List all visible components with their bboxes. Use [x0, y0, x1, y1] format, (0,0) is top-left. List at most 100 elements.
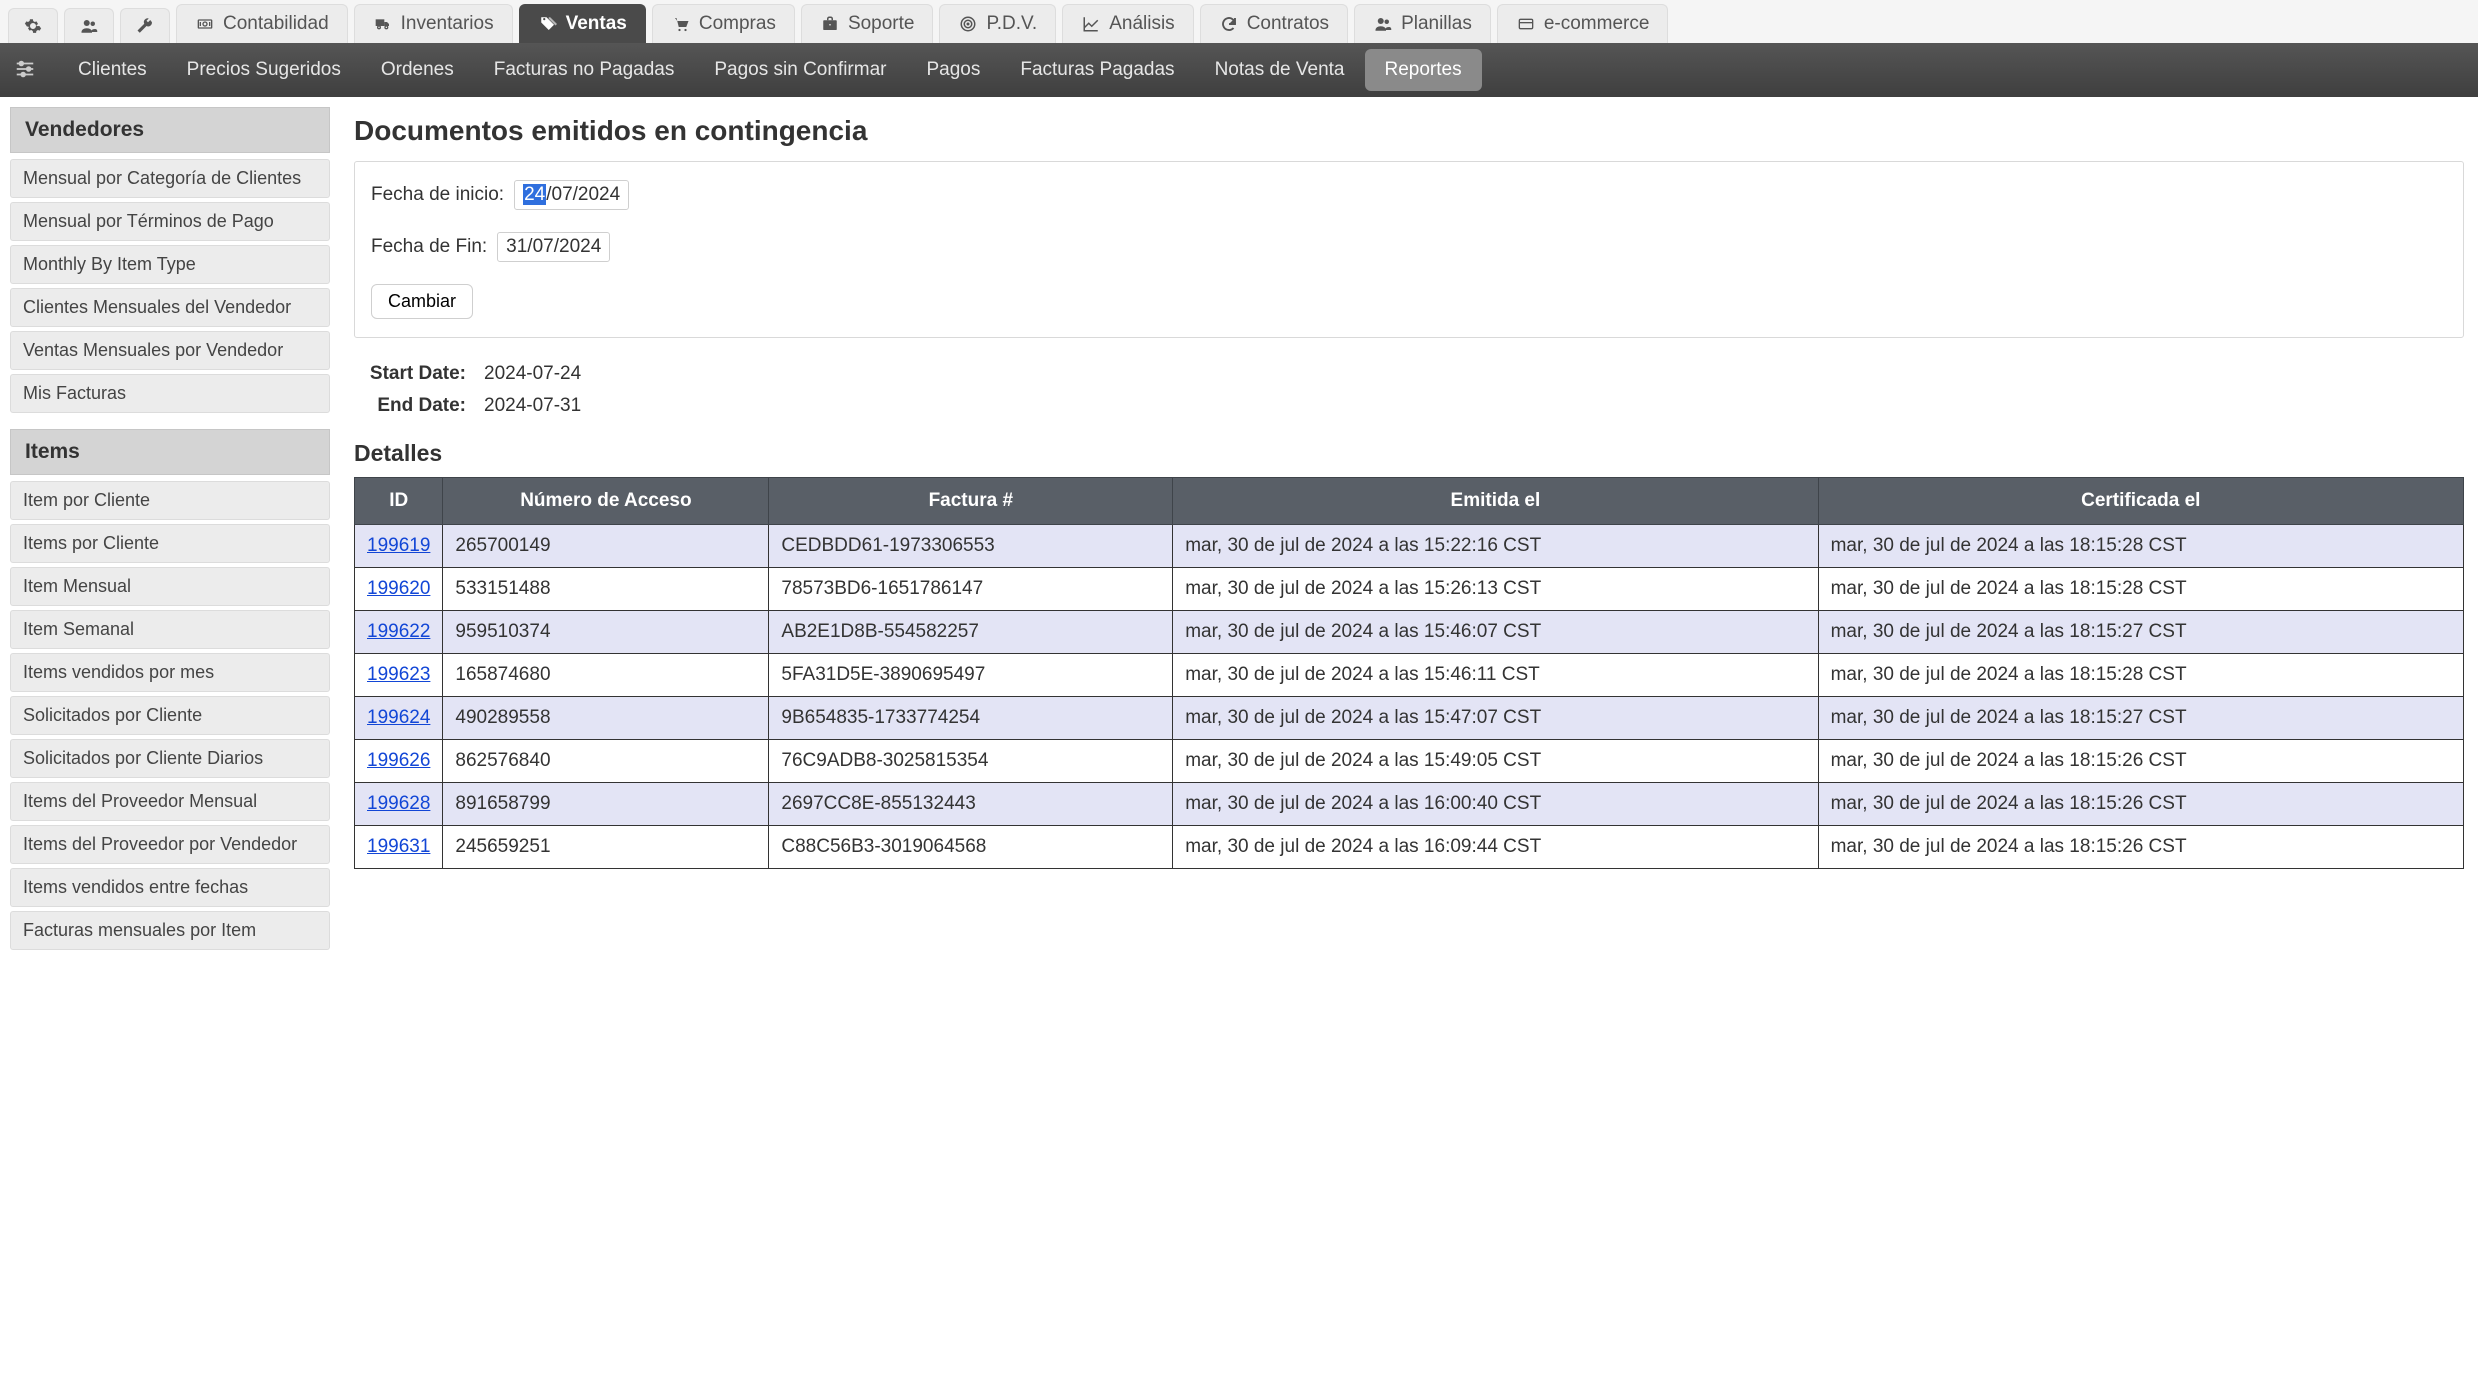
- row-id-link[interactable]: 199628: [367, 793, 430, 814]
- cell-emitida: mar, 30 de jul de 2024 a las 15:26:13 CS…: [1173, 568, 1818, 611]
- column-header: Factura #: [769, 478, 1173, 525]
- sidebar-item[interactable]: Items del Proveedor por Vendedor: [10, 825, 330, 864]
- table-row: 1996288916587992697CC8E-855132443mar, 30…: [355, 783, 2464, 826]
- subnav-notas-de-venta[interactable]: Notas de Venta: [1195, 43, 1365, 97]
- cell-certificada: mar, 30 de jul de 2024 a las 18:15:26 CS…: [1818, 826, 2463, 869]
- row-id-link[interactable]: 199624: [367, 707, 430, 728]
- cell-factura: 76C9ADB8-3025815354: [769, 740, 1173, 783]
- tab-gear[interactable]: [8, 8, 58, 43]
- tab-label: Contabilidad: [223, 13, 329, 35]
- subnav-clientes[interactable]: Clientes: [58, 43, 167, 97]
- subnav-precios-sugeridos[interactable]: Precios Sugeridos: [167, 43, 361, 97]
- tab-soporte[interactable]: Soporte: [801, 4, 934, 43]
- table-row: 1996231658746805FA31D5E-3890695497mar, 3…: [355, 654, 2464, 697]
- column-header: Certificada el: [1818, 478, 2463, 525]
- tab-label: Contratos: [1247, 13, 1329, 35]
- sidebar-item[interactable]: Items vendidos entre fechas: [10, 868, 330, 907]
- tab-contratos[interactable]: Contratos: [1200, 4, 1348, 43]
- sidebar-item[interactable]: Item por Cliente: [10, 481, 330, 520]
- row-id-link[interactable]: 199622: [367, 621, 430, 642]
- sidebar-item[interactable]: Facturas mensuales por Item: [10, 911, 330, 950]
- tags-icon: [538, 15, 558, 33]
- subnav-facturas-pagadas[interactable]: Facturas Pagadas: [1000, 43, 1194, 97]
- tab-wrench[interactable]: [120, 8, 170, 43]
- cell-acceso: 959510374: [443, 611, 769, 654]
- sidebar-item[interactable]: Item Semanal: [10, 610, 330, 649]
- sidebar-item[interactable]: Mensual por Términos de Pago: [10, 202, 330, 241]
- sidebar-item[interactable]: Items del Proveedor Mensual: [10, 782, 330, 821]
- sub-nav: ClientesPrecios SugeridosOrdenesFacturas…: [0, 43, 2478, 97]
- cell-acceso: 891658799: [443, 783, 769, 826]
- tab-pdv[interactable]: P.D.V.: [939, 4, 1056, 43]
- users-icon: [79, 17, 99, 35]
- end-date-input[interactable]: 31/07/2024: [497, 232, 610, 262]
- table-row: 19962053315148878573BD6-1651786147mar, 3…: [355, 568, 2464, 611]
- sidebar-item[interactable]: Solicitados por Cliente Diarios: [10, 739, 330, 778]
- chart-icon: [1081, 15, 1101, 33]
- row-id-link[interactable]: 199619: [367, 535, 430, 556]
- change-button[interactable]: Cambiar: [371, 284, 473, 319]
- details-title: Detalles: [354, 440, 2464, 467]
- table-row: 19962686257684076C9ADB8-3025815354mar, 3…: [355, 740, 2464, 783]
- sidebar-item[interactable]: Mensual por Categoría de Clientes: [10, 159, 330, 198]
- content: VendedoresMensual por Categoría de Clien…: [0, 97, 2478, 976]
- row-id-link[interactable]: 199631: [367, 836, 430, 857]
- subnav-facturas-no-pagadas[interactable]: Facturas no Pagadas: [474, 43, 695, 97]
- subnav-pagos[interactable]: Pagos: [906, 43, 1000, 97]
- row-id-link[interactable]: 199626: [367, 750, 430, 771]
- row-id-link[interactable]: 199623: [367, 664, 430, 685]
- start-date-input[interactable]: 24/07/2024: [514, 180, 629, 210]
- cell-certificada: mar, 30 de jul de 2024 a las 18:15:27 CS…: [1818, 697, 2463, 740]
- tab-label: Inventarios: [401, 13, 494, 35]
- money-icon: [195, 15, 215, 33]
- sidebar-item[interactable]: Items vendidos por mes: [10, 653, 330, 692]
- cell-emitida: mar, 30 de jul de 2024 a las 16:00:40 CS…: [1173, 783, 1818, 826]
- subnav-reportes[interactable]: Reportes: [1365, 49, 1482, 91]
- truck-icon: [373, 15, 393, 33]
- end-date-label: Fecha de Fin:: [371, 236, 487, 258]
- refresh-icon: [1219, 15, 1239, 33]
- cell-emitida: mar, 30 de jul de 2024 a las 15:49:05 CS…: [1173, 740, 1818, 783]
- subnav-ordenes[interactable]: Ordenes: [361, 43, 474, 97]
- cell-acceso: 165874680: [443, 654, 769, 697]
- cell-certificada: mar, 30 de jul de 2024 a las 18:15:26 CS…: [1818, 740, 2463, 783]
- sidebar-item[interactable]: Mis Facturas: [10, 374, 330, 413]
- tab-anlisis[interactable]: Análisis: [1062, 4, 1193, 43]
- briefcase-icon: [820, 15, 840, 33]
- row-id-link[interactable]: 199620: [367, 578, 430, 599]
- tab-ventas[interactable]: Ventas: [519, 4, 646, 43]
- tab-planillas[interactable]: Planillas: [1354, 4, 1491, 43]
- tab-inventarios[interactable]: Inventarios: [354, 4, 513, 43]
- cell-acceso: 862576840: [443, 740, 769, 783]
- tab-label: Soporte: [848, 13, 915, 35]
- tab-contabilidad[interactable]: Contabilidad: [176, 4, 348, 43]
- sidebar-item[interactable]: Monthly By Item Type: [10, 245, 330, 284]
- tab-ecommerce[interactable]: e-commerce: [1497, 4, 1669, 43]
- cell-emitida: mar, 30 de jul de 2024 a las 15:22:16 CS…: [1173, 525, 1818, 568]
- table-row: 199619265700149CEDBDD61-1973306553mar, 3…: [355, 525, 2464, 568]
- sidebar-item[interactable]: Ventas Mensuales por Vendedor: [10, 331, 330, 370]
- page-title: Documentos emitidos en contingencia: [354, 115, 2464, 147]
- table-row: 199631245659251C88C56B3-3019064568mar, 3…: [355, 826, 2464, 869]
- tab-label: P.D.V.: [986, 13, 1037, 35]
- tab-users[interactable]: [64, 8, 114, 43]
- details-table: IDNúmero de AccesoFactura #Emitida elCer…: [354, 477, 2464, 869]
- top-tabs: Contabilidad Inventarios VentasCompras Sopo…: [0, 0, 2478, 43]
- sidebar-item[interactable]: Item Mensual: [10, 567, 330, 606]
- cell-factura: CEDBDD61-1973306553: [769, 525, 1173, 568]
- sliders-icon[interactable]: [14, 58, 38, 82]
- cell-factura: 78573BD6-1651786147: [769, 568, 1173, 611]
- cell-emitida: mar, 30 de jul de 2024 a las 15:46:07 CS…: [1173, 611, 1818, 654]
- target-icon: [958, 15, 978, 33]
- cell-certificada: mar, 30 de jul de 2024 a las 18:15:28 CS…: [1818, 654, 2463, 697]
- cell-acceso: 490289558: [443, 697, 769, 740]
- sidebar: VendedoresMensual por Categoría de Clien…: [0, 97, 340, 976]
- sidebar-item[interactable]: Clientes Mensuales del Vendedor: [10, 288, 330, 327]
- subnav-pagos-sin-confirmar[interactable]: Pagos sin Confirmar: [694, 43, 906, 97]
- cell-factura: 9B654835-1733774254: [769, 697, 1173, 740]
- cell-certificada: mar, 30 de jul de 2024 a las 18:15:26 CS…: [1818, 783, 2463, 826]
- tab-compras[interactable]: Compras: [652, 4, 795, 43]
- date-filter-box: Fecha de inicio: 24/07/2024 Fecha de Fin…: [354, 161, 2464, 338]
- sidebar-item[interactable]: Items por Cliente: [10, 524, 330, 563]
- sidebar-item[interactable]: Solicitados por Cliente: [10, 696, 330, 735]
